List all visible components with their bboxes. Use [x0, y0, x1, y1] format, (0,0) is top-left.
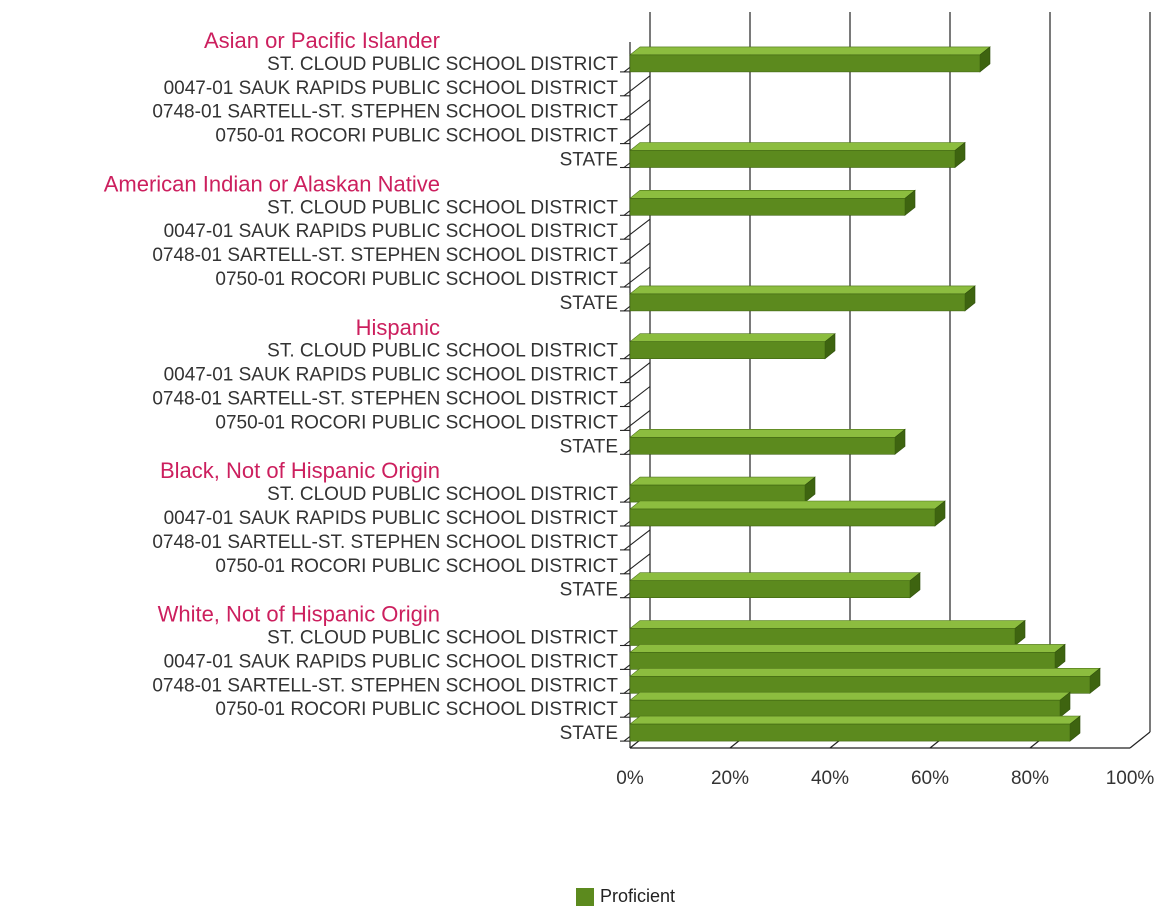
bar-top — [629, 285, 976, 295]
category-label: 0748-01 SARTELL-ST. STEPHEN SCHOOL DISTR… — [152, 675, 618, 696]
category-label: STATE — [560, 723, 618, 744]
category-label: 0750-01 ROCORI PUBLIC SCHOOL DISTRICT — [215, 126, 618, 147]
bar — [629, 723, 1071, 742]
row-tick — [623, 362, 651, 384]
bar-top — [629, 644, 1066, 653]
bar — [629, 652, 1056, 670]
category-label: ST. CLOUD PUBLIC SCHOOL DISTRICT — [267, 54, 618, 75]
x-tick-label: 60% — [911, 768, 949, 789]
grid-line-floor — [1129, 731, 1151, 749]
category-label: 0750-01 ROCORI PUBLIC SCHOOL DISTRICT — [215, 269, 618, 290]
row-tick — [623, 242, 651, 264]
category-label: STATE — [560, 293, 618, 314]
chart-labels: 0% 20% 40% 60% 80% 100% Asian or Pacific Islan… — [104, 28, 1155, 789]
category-label: ST. CLOUD PUBLIC SCHOOL DISTRICT — [267, 628, 618, 649]
group-title: Asian or Pacific Islander — [204, 28, 440, 53]
category-label: 0750-01 ROCORI PUBLIC SCHOOL DISTRICT — [215, 412, 618, 433]
row-tick — [623, 123, 651, 145]
category-label: 0047-01 SAUK RAPIDS PUBLIC SCHOOL DISTRI… — [164, 508, 619, 529]
legend-swatch-proficient — [576, 887, 594, 906]
bar-top — [629, 142, 966, 151]
bar-top — [629, 620, 1026, 629]
bar-top — [629, 715, 1081, 725]
category-label: ST. CLOUD PUBLIC SCHOOL DISTRICT — [267, 341, 618, 362]
bar — [629, 150, 956, 168]
category-label: 0748-01 SARTELL-ST. STEPHEN SCHOOL DISTR… — [152, 532, 618, 553]
bar — [629, 198, 906, 216]
x-tick-label: 80% — [1011, 768, 1049, 789]
bar — [629, 484, 806, 503]
category-label: 0750-01 ROCORI PUBLIC SCHOOL DISTRICT — [215, 556, 618, 577]
row-tick — [623, 386, 651, 407]
bar — [629, 580, 911, 599]
row-tick — [623, 553, 651, 575]
row-tick — [623, 409, 651, 431]
x-tick-label: 20% — [711, 768, 749, 789]
bar-top — [629, 572, 921, 582]
legend-label-proficient: Proficient — [600, 886, 676, 906]
category-label: 0748-01 SARTELL-ST. STEPHEN SCHOOL DISTR… — [152, 245, 618, 266]
x-tick-label: 100% — [1106, 768, 1155, 789]
chart-bars — [629, 46, 1101, 742]
group-title: Black, Not of Hispanic Origin — [160, 458, 440, 483]
bar-chart: 0% 20% 40% 60% 80% 100% Asian or Pacific Islan… — [104, 12, 1155, 789]
bar-top — [629, 333, 836, 343]
category-label: 0047-01 SAUK RAPIDS PUBLIC SCHOOL DISTRI… — [164, 221, 619, 242]
bar — [629, 628, 1016, 646]
row-tick — [623, 99, 651, 121]
bar-top — [629, 190, 916, 199]
bar-top — [629, 667, 1101, 677]
x-tick-label: 0% — [616, 768, 644, 789]
chart-legend: Proficient — [576, 886, 675, 907]
category-label: 0748-01 SARTELL-ST. STEPHEN SCHOOL DISTR… — [152, 389, 618, 410]
category-label: STATE — [560, 150, 618, 171]
x-tick-label: 40% — [811, 768, 849, 789]
bar — [629, 341, 826, 360]
category-label: 0047-01 SAUK RAPIDS PUBLIC SCHOOL DISTRI… — [164, 365, 619, 386]
bar-top — [629, 46, 991, 56]
category-label: STATE — [560, 580, 618, 601]
category-label: ST. CLOUD PUBLIC SCHOOL DISTRICT — [267, 484, 618, 505]
category-label: 0750-01 ROCORI PUBLIC SCHOOL DISTRICT — [215, 699, 618, 720]
bar-top — [629, 500, 946, 510]
bar — [629, 699, 1061, 718]
row-tick — [623, 218, 651, 240]
bar — [629, 54, 981, 73]
bar-top — [629, 691, 1071, 701]
row-tick — [623, 266, 651, 288]
bar — [629, 436, 896, 455]
category-label: 0047-01 SAUK RAPIDS PUBLIC SCHOOL DISTRI… — [164, 78, 619, 99]
bar — [629, 508, 936, 527]
category-label: ST. CLOUD PUBLIC SCHOOL DISTRICT — [267, 197, 618, 218]
bar — [629, 675, 1091, 694]
group-title: White, Not of Hispanic Origin — [158, 602, 440, 627]
bar-top — [629, 476, 816, 486]
bar — [629, 293, 966, 312]
row-tick — [623, 529, 651, 551]
row-tick — [623, 75, 651, 97]
group-title: American Indian or Alaskan Native — [104, 171, 440, 196]
group-title: Hispanic — [356, 315, 440, 340]
category-label: 0047-01 SAUK RAPIDS PUBLIC SCHOOL DISTRI… — [164, 651, 619, 672]
bar-top — [629, 428, 906, 438]
category-label: STATE — [560, 436, 618, 457]
category-label: 0748-01 SARTELL-ST. STEPHEN SCHOOL DISTR… — [152, 102, 618, 123]
